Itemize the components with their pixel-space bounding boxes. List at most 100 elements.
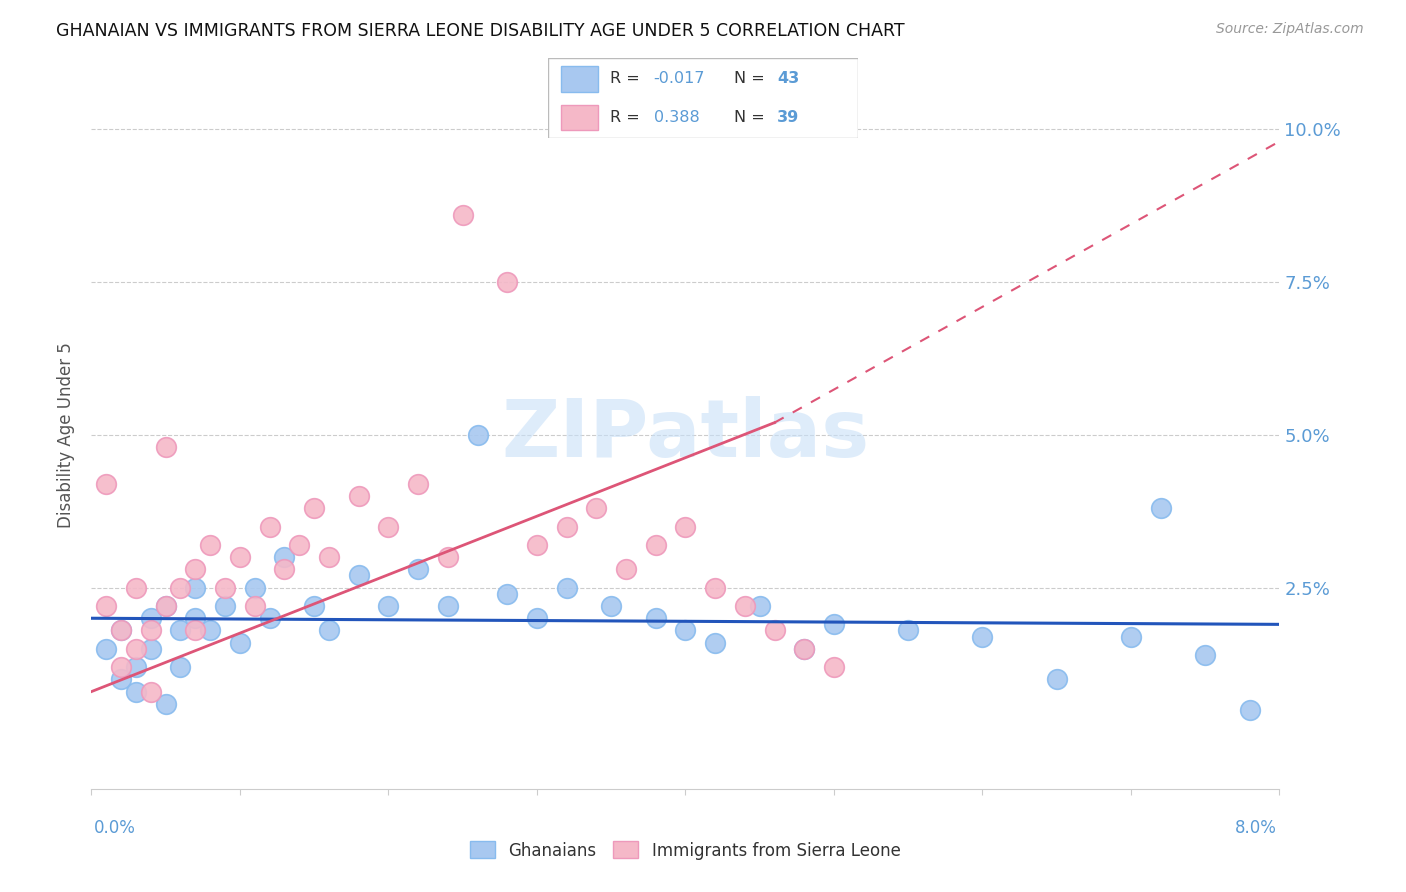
Point <box>229 550 252 565</box>
Point <box>436 550 458 565</box>
Point <box>200 624 222 638</box>
Point <box>125 641 148 656</box>
Point <box>673 519 696 533</box>
Text: N =: N = <box>734 71 770 87</box>
Point <box>496 275 519 289</box>
Point <box>155 440 177 454</box>
Point <box>526 538 548 552</box>
Point <box>1046 673 1069 687</box>
Point <box>1149 501 1171 516</box>
Text: R =: R = <box>610 71 645 87</box>
Point <box>273 562 295 576</box>
Point <box>229 636 252 650</box>
Y-axis label: Disability Age Under 5: Disability Age Under 5 <box>58 342 76 528</box>
Point <box>155 599 177 613</box>
Point <box>214 599 236 613</box>
Point <box>318 624 340 638</box>
Point <box>96 641 118 656</box>
Point <box>259 611 281 625</box>
Point <box>1239 703 1261 717</box>
Point <box>377 519 399 533</box>
Point <box>318 550 340 565</box>
Point <box>184 562 207 576</box>
Text: GHANAIAN VS IMMIGRANTS FROM SIERRA LEONE DISABILITY AGE UNDER 5 CORRELATION CHAR: GHANAIAN VS IMMIGRANTS FROM SIERRA LEONE… <box>56 22 905 40</box>
Point <box>823 617 845 632</box>
Point <box>110 660 132 674</box>
Point <box>347 568 370 582</box>
Point <box>110 624 132 638</box>
Point <box>243 599 266 613</box>
Point <box>169 624 191 638</box>
Point <box>347 489 370 503</box>
Point <box>526 611 548 625</box>
Text: 43: 43 <box>778 71 800 87</box>
Point <box>377 599 399 613</box>
Point <box>704 636 727 650</box>
Text: 39: 39 <box>778 110 800 125</box>
Legend: Ghanaians, Immigrants from Sierra Leone: Ghanaians, Immigrants from Sierra Leone <box>464 835 907 866</box>
Point <box>302 599 325 613</box>
Point <box>451 208 474 222</box>
Point <box>125 581 148 595</box>
Bar <box>561 66 598 92</box>
Point <box>139 611 162 625</box>
Text: 0.0%: 0.0% <box>94 819 136 837</box>
Point <box>273 550 295 565</box>
Text: -0.017: -0.017 <box>654 71 704 87</box>
Point <box>184 624 207 638</box>
Point <box>673 624 696 638</box>
Point <box>110 624 132 638</box>
Point <box>243 581 266 595</box>
Point <box>406 562 429 576</box>
Point <box>748 599 770 613</box>
Point <box>496 587 519 601</box>
Point <box>585 501 607 516</box>
Point <box>139 624 162 638</box>
Point <box>406 476 429 491</box>
Point <box>96 476 118 491</box>
Point <box>600 599 623 613</box>
Point <box>734 599 756 613</box>
FancyBboxPatch shape <box>548 58 858 138</box>
Point <box>125 684 148 698</box>
Point <box>704 581 727 595</box>
Text: 0.388: 0.388 <box>654 110 699 125</box>
Point <box>555 519 578 533</box>
Point <box>1194 648 1216 662</box>
Point <box>96 599 118 613</box>
Point <box>169 581 191 595</box>
Point <box>155 697 177 711</box>
Point <box>155 599 177 613</box>
Point <box>763 624 786 638</box>
Point <box>184 611 207 625</box>
Point <box>793 641 815 656</box>
Point <box>972 630 994 644</box>
Point <box>1119 630 1142 644</box>
Point <box>139 684 162 698</box>
Text: 8.0%: 8.0% <box>1234 819 1277 837</box>
Point <box>200 538 222 552</box>
Point <box>288 538 311 552</box>
Text: ZIPatlas: ZIPatlas <box>502 396 869 474</box>
Bar <box>561 104 598 130</box>
Point <box>169 660 191 674</box>
Text: Source: ZipAtlas.com: Source: ZipAtlas.com <box>1216 22 1364 37</box>
Point <box>139 641 162 656</box>
Point <box>823 660 845 674</box>
Point <box>555 581 578 595</box>
Point <box>614 562 637 576</box>
Point <box>302 501 325 516</box>
Point <box>897 624 920 638</box>
Point <box>644 611 666 625</box>
Point <box>259 519 281 533</box>
Point <box>467 428 489 442</box>
Text: N =: N = <box>734 110 770 125</box>
Point <box>793 641 815 656</box>
Point <box>436 599 458 613</box>
Point <box>110 673 132 687</box>
Text: R =: R = <box>610 110 645 125</box>
Point <box>644 538 666 552</box>
Point <box>125 660 148 674</box>
Point <box>184 581 207 595</box>
Point <box>214 581 236 595</box>
